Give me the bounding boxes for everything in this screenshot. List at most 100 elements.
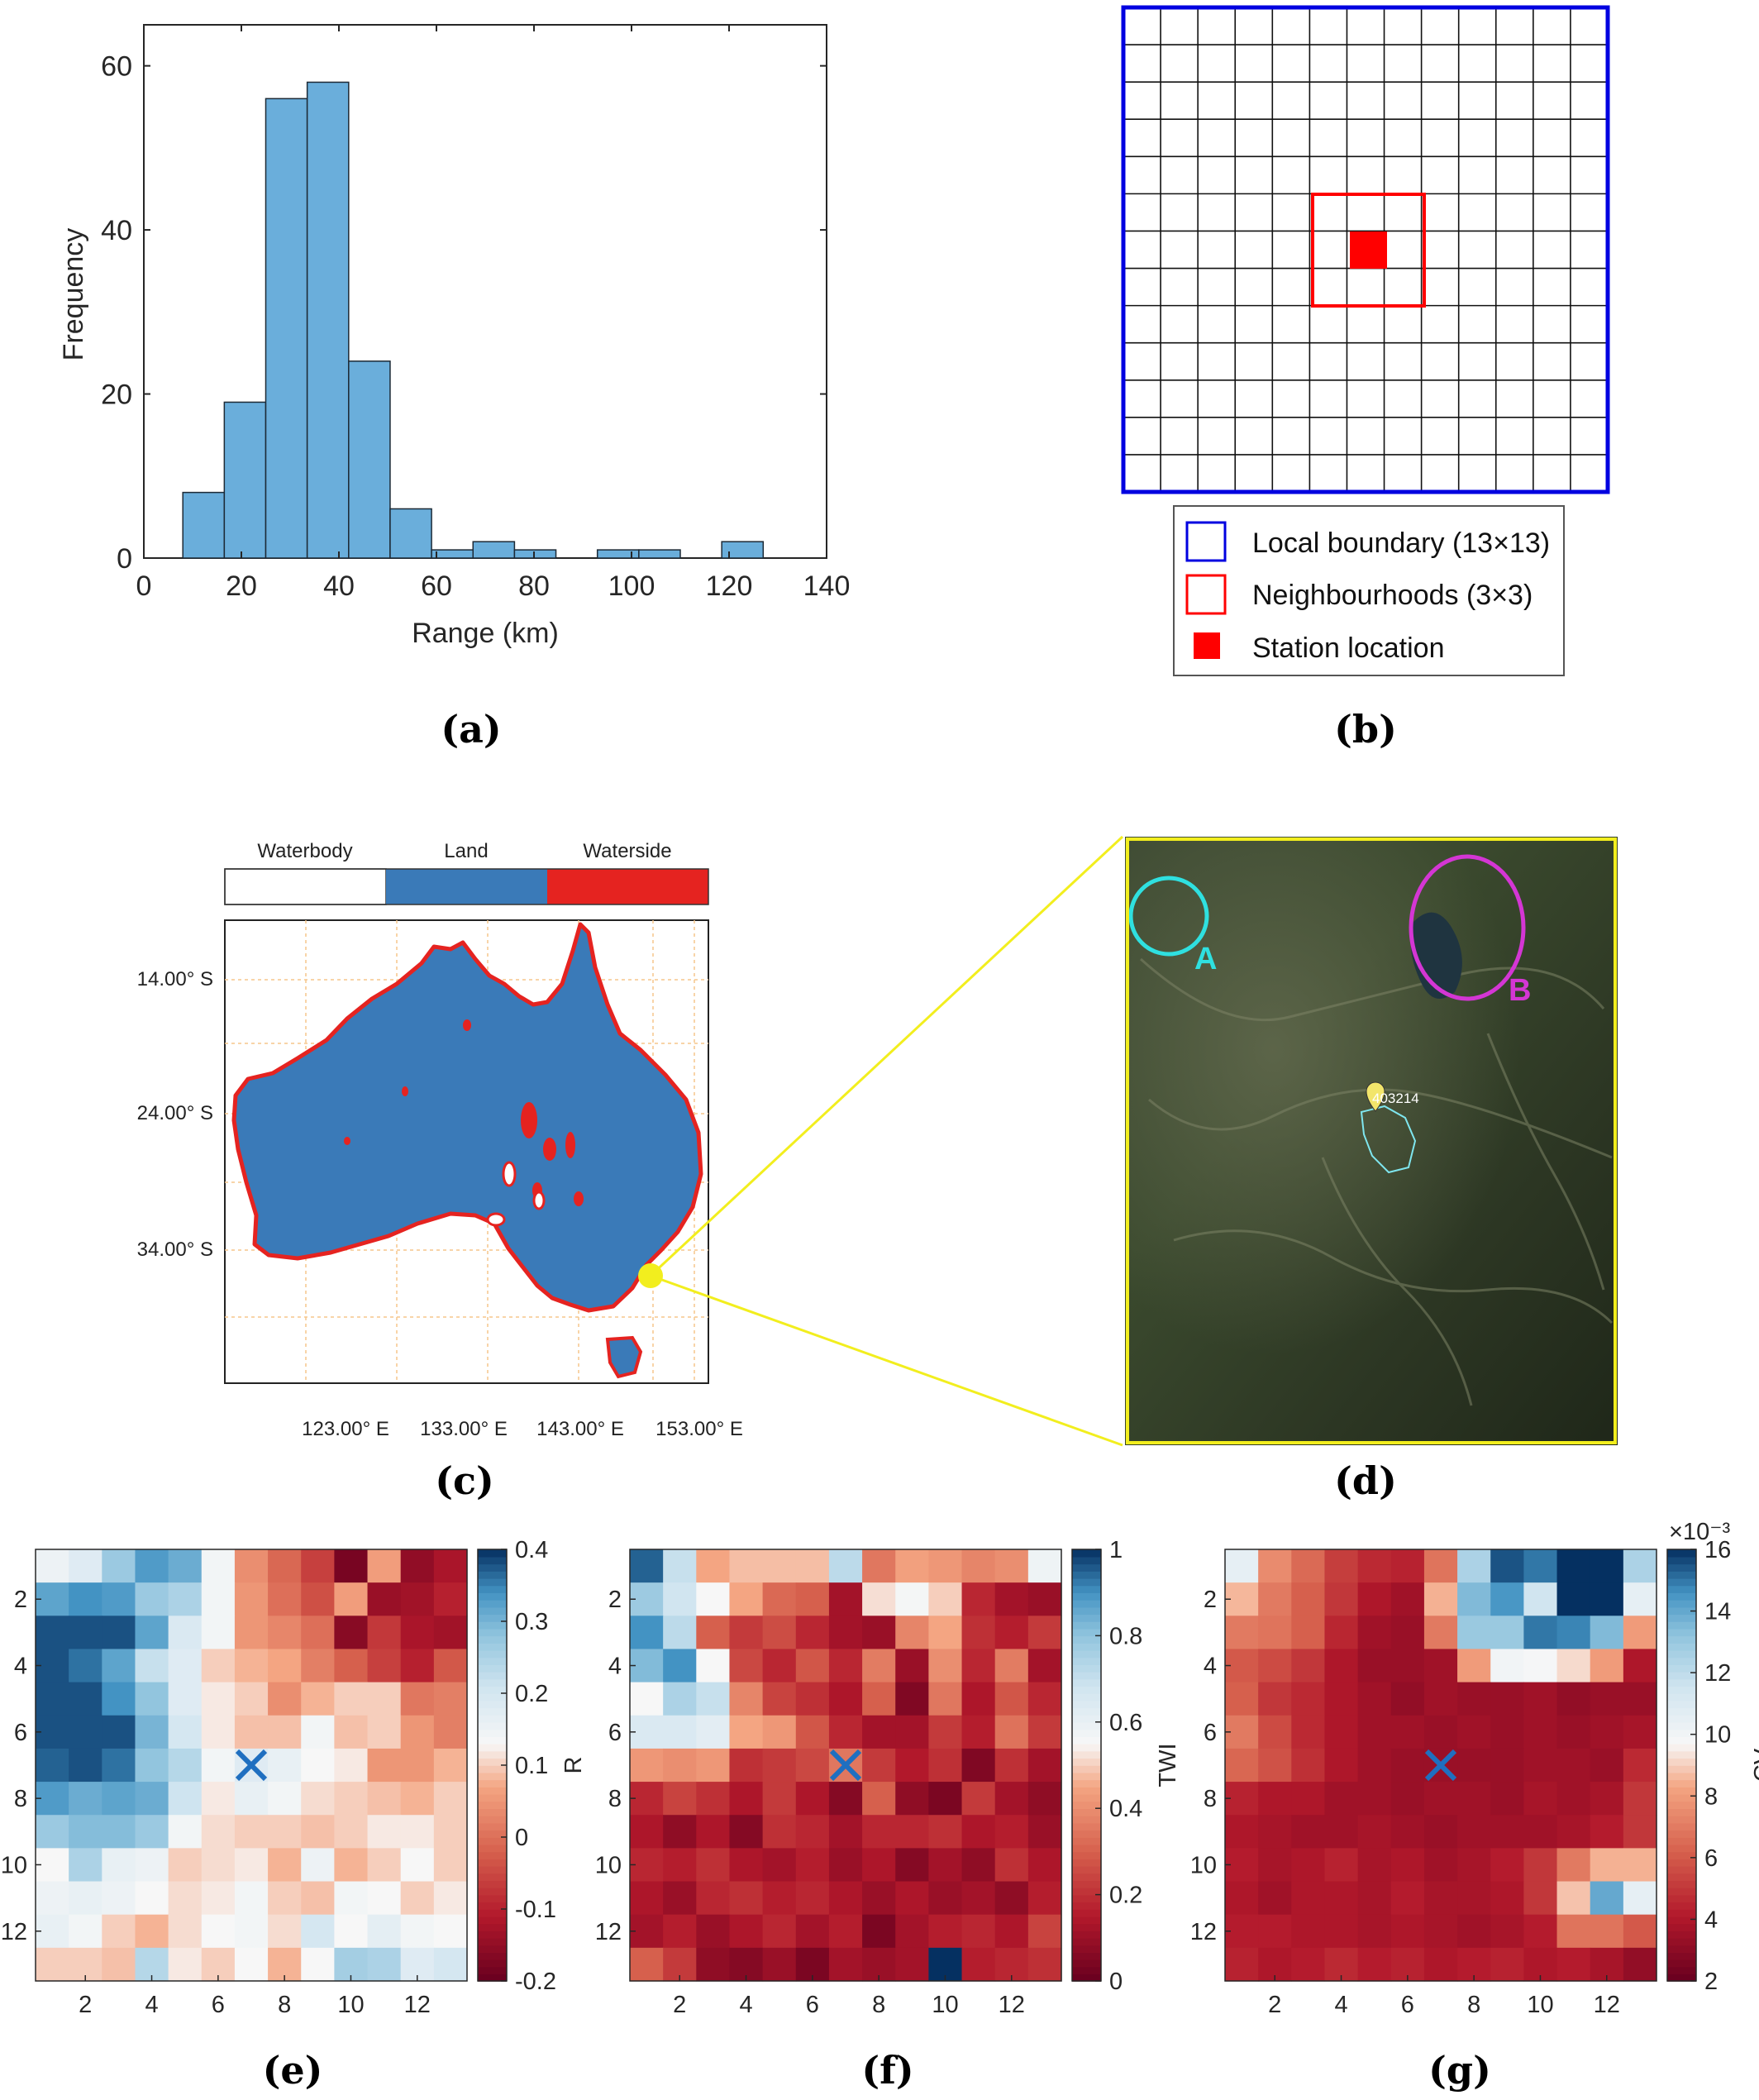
heatmap-cell	[1027, 1649, 1062, 1683]
colorbar-segment	[1072, 1902, 1101, 1910]
lon-label-143: 143.00° E	[536, 1418, 624, 1440]
heatmap-cell	[729, 1582, 764, 1616]
colorbar-segment	[1667, 1931, 1696, 1939]
heatmap-cell	[1423, 1782, 1458, 1816]
heatmap-cell	[762, 1549, 797, 1583]
heatmap-cell	[1523, 1682, 1558, 1716]
colorbar-segment	[1072, 1822, 1101, 1831]
x-tick-label: 10	[1527, 1992, 1553, 2018]
heatmap-cell	[663, 1848, 697, 1883]
heatmap-cell	[1590, 1582, 1624, 1616]
colorbar-segment	[478, 1937, 507, 1946]
heatmap-cell	[762, 1748, 797, 1783]
heatmap-cell	[1590, 1881, 1624, 1916]
heatmap-cell	[367, 1616, 402, 1650]
colorbar-segment	[1667, 1621, 1696, 1630]
heatmap-cell	[895, 1715, 929, 1749]
colorbar-segment	[1667, 1549, 1696, 1558]
colorbar-segment	[478, 1686, 507, 1694]
colorbar-segment	[1072, 1966, 1101, 1975]
heatmap-cell	[862, 1848, 896, 1883]
heatmap-cell	[1258, 1914, 1292, 1949]
heatmap-cell	[102, 1914, 136, 1949]
heatmap-cell	[1357, 1947, 1392, 1982]
colorbar-segment	[478, 1643, 507, 1651]
heatmap-cell	[234, 1782, 269, 1816]
heatmap-cell	[828, 1682, 863, 1716]
lon-label-123: 123.00° E	[302, 1418, 389, 1440]
heatmap-cell	[696, 1549, 731, 1583]
heatmap-cell	[69, 1748, 102, 1783]
heatmap-cell	[1490, 1881, 1524, 1916]
lat-label-14: 14.00° S	[137, 968, 213, 990]
heatmap-cell	[433, 1914, 468, 1949]
heatmap-cell	[1523, 1748, 1558, 1783]
heatmap-cell	[762, 1914, 797, 1949]
x-tick-label: 12	[1594, 1992, 1620, 2018]
heatmap-cell	[301, 1682, 335, 1716]
heatmap-cell	[1291, 1616, 1326, 1650]
heatmap-cell	[1390, 1815, 1425, 1849]
heatmap-cell	[1324, 1815, 1359, 1849]
heatmap-cell	[69, 1649, 102, 1683]
colorbar-segment	[1072, 1693, 1101, 1701]
colorbar-segment	[478, 1635, 507, 1644]
heatmap-cell	[1357, 1848, 1392, 1883]
heatmap-cell	[795, 1715, 830, 1749]
heatmap-cell	[762, 1848, 797, 1883]
heatmap-cell	[234, 1815, 269, 1849]
zoom-line-top	[649, 835, 1124, 1277]
heatmap-cell	[1291, 1815, 1326, 1849]
heatmap-cell	[1390, 1748, 1425, 1783]
heatmap-cell	[994, 1715, 1029, 1749]
colorbar-segment	[478, 1715, 507, 1723]
heatmap-cell	[433, 1715, 468, 1749]
colorbar-segment	[478, 1801, 507, 1809]
heatmap-cell	[828, 1848, 863, 1883]
colorbar-segment	[1072, 1592, 1101, 1601]
heatmap-cell	[135, 1682, 169, 1716]
heatmap-cell	[1457, 1848, 1491, 1883]
heatmap-cell	[895, 1881, 929, 1916]
heatmap-cell	[400, 1748, 435, 1783]
heatmap-cell	[1457, 1815, 1491, 1849]
heatmap-cell	[630, 1947, 664, 1982]
heatmap-cell	[895, 1914, 929, 1949]
colorbar-segment	[1072, 1563, 1101, 1572]
colorbar-segment	[1072, 1859, 1101, 1867]
heatmap-cell	[1324, 1549, 1359, 1583]
heatmap-cell	[1258, 1815, 1292, 1849]
study-area-boundary	[1126, 838, 1617, 1444]
y-tick-label: 2	[608, 1587, 622, 1613]
zoom-line-bottom	[650, 1274, 1123, 1447]
colorbar-segment	[1667, 1801, 1696, 1809]
colorbar-segment	[1072, 1729, 1101, 1737]
colorbar-segment	[478, 1822, 507, 1831]
heatmap-cell	[1291, 1582, 1326, 1616]
heatmap-cell	[168, 1848, 203, 1883]
caption-a: (a)	[441, 707, 501, 752]
colorbar-segment	[1072, 1923, 1101, 1931]
heatmap-cell	[1590, 1682, 1624, 1716]
heatmap-cell	[663, 1914, 697, 1949]
heatmap-cell	[201, 1848, 236, 1883]
histogram-bar	[431, 549, 474, 559]
x-tick-label: 4	[739, 1992, 752, 2018]
heatmap-cell	[168, 1715, 203, 1749]
colorbar-segment	[1072, 1736, 1101, 1744]
colorbar-tick-label: 0.2	[515, 1681, 548, 1707]
colorbar-segment	[1667, 1686, 1696, 1694]
blue-square-icon	[1185, 521, 1227, 562]
heatmap-cell	[729, 1682, 764, 1716]
heatmap-cell	[400, 1815, 435, 1849]
heatmap-cell	[862, 1881, 896, 1916]
colorbar-segment	[1072, 1715, 1101, 1723]
heatmap-cell	[135, 1582, 169, 1616]
heatmap-cell	[400, 1881, 435, 1916]
heatmap-cell	[1590, 1815, 1624, 1849]
heatmap-cell	[961, 1947, 996, 1982]
heatmap-cell	[135, 1549, 169, 1583]
histogram-x-label: Range (km)	[412, 618, 559, 649]
colorbar-tick-label: 6	[1704, 1845, 1718, 1872]
colorbar-tick-label: 0.4	[515, 1537, 548, 1563]
